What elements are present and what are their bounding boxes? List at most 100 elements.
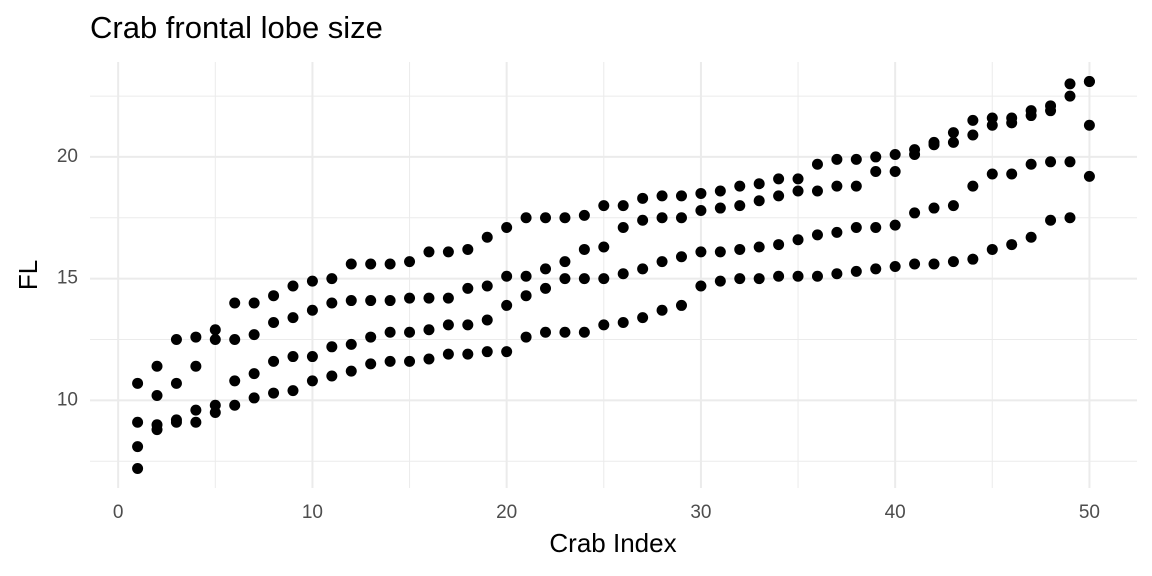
point bbox=[306, 304, 318, 316]
point bbox=[345, 338, 357, 350]
point bbox=[909, 144, 921, 156]
point bbox=[811, 185, 823, 197]
point bbox=[695, 246, 707, 258]
point bbox=[617, 316, 629, 328]
point bbox=[1045, 214, 1057, 226]
point bbox=[637, 192, 649, 204]
point bbox=[209, 324, 221, 336]
point bbox=[967, 129, 979, 141]
y-tick-label: 10 bbox=[57, 389, 78, 410]
point bbox=[656, 190, 668, 202]
point bbox=[1083, 170, 1095, 182]
point bbox=[617, 222, 629, 234]
point bbox=[151, 419, 163, 431]
point bbox=[559, 256, 571, 268]
point bbox=[248, 392, 260, 404]
point bbox=[229, 399, 241, 411]
point bbox=[1006, 239, 1018, 251]
point bbox=[675, 251, 687, 263]
point bbox=[442, 348, 454, 360]
point bbox=[675, 212, 687, 224]
point bbox=[190, 360, 202, 372]
point bbox=[268, 316, 280, 328]
point bbox=[1025, 231, 1037, 243]
point bbox=[598, 273, 610, 285]
point bbox=[773, 239, 785, 251]
point bbox=[326, 370, 338, 382]
point bbox=[578, 326, 590, 338]
y-axis-title: FL bbox=[13, 260, 43, 290]
point bbox=[967, 114, 979, 126]
point bbox=[773, 173, 785, 185]
point bbox=[520, 270, 532, 282]
point bbox=[423, 292, 435, 304]
point bbox=[675, 299, 687, 311]
point bbox=[792, 173, 804, 185]
point bbox=[132, 441, 144, 453]
point bbox=[540, 282, 552, 294]
point bbox=[870, 263, 882, 275]
point bbox=[1083, 75, 1095, 87]
point bbox=[170, 377, 182, 389]
point bbox=[578, 273, 590, 285]
x-axis-title: Crab Index bbox=[549, 528, 676, 558]
point bbox=[695, 280, 707, 292]
point bbox=[598, 319, 610, 331]
point bbox=[190, 331, 202, 343]
point bbox=[170, 334, 182, 346]
point bbox=[967, 253, 979, 265]
point bbox=[578, 209, 590, 221]
point bbox=[365, 358, 377, 370]
point bbox=[306, 275, 318, 287]
point bbox=[1064, 156, 1076, 168]
point bbox=[229, 297, 241, 309]
point bbox=[675, 190, 687, 202]
point bbox=[967, 180, 979, 192]
point bbox=[773, 270, 785, 282]
point bbox=[598, 241, 610, 253]
point bbox=[306, 351, 318, 363]
point bbox=[734, 273, 746, 285]
point bbox=[850, 222, 862, 234]
x-tick-label: 50 bbox=[1079, 502, 1100, 523]
point bbox=[986, 243, 998, 255]
point bbox=[1064, 212, 1076, 224]
point bbox=[928, 258, 940, 270]
point bbox=[1064, 90, 1076, 102]
point bbox=[753, 241, 765, 253]
point bbox=[753, 273, 765, 285]
point bbox=[1045, 105, 1057, 117]
point bbox=[986, 168, 998, 180]
x-tick-label: 40 bbox=[885, 502, 906, 523]
point bbox=[850, 180, 862, 192]
point bbox=[1006, 168, 1018, 180]
point bbox=[404, 355, 416, 367]
point bbox=[753, 178, 765, 190]
point bbox=[811, 158, 823, 170]
point bbox=[520, 290, 532, 302]
point bbox=[209, 407, 221, 419]
point bbox=[870, 222, 882, 234]
point bbox=[248, 368, 260, 380]
point bbox=[287, 312, 299, 324]
point bbox=[501, 299, 513, 311]
point bbox=[326, 273, 338, 285]
point bbox=[442, 246, 454, 258]
point bbox=[1045, 156, 1057, 168]
point bbox=[714, 275, 726, 287]
point bbox=[831, 180, 843, 192]
point bbox=[792, 270, 804, 282]
point bbox=[831, 268, 843, 280]
point bbox=[850, 153, 862, 165]
point bbox=[1025, 158, 1037, 170]
point bbox=[481, 346, 493, 358]
point bbox=[423, 353, 435, 365]
point bbox=[442, 292, 454, 304]
point bbox=[559, 326, 571, 338]
point bbox=[928, 202, 940, 214]
point bbox=[365, 295, 377, 307]
point bbox=[365, 258, 377, 270]
point bbox=[617, 200, 629, 212]
point bbox=[462, 319, 474, 331]
point bbox=[268, 387, 280, 399]
